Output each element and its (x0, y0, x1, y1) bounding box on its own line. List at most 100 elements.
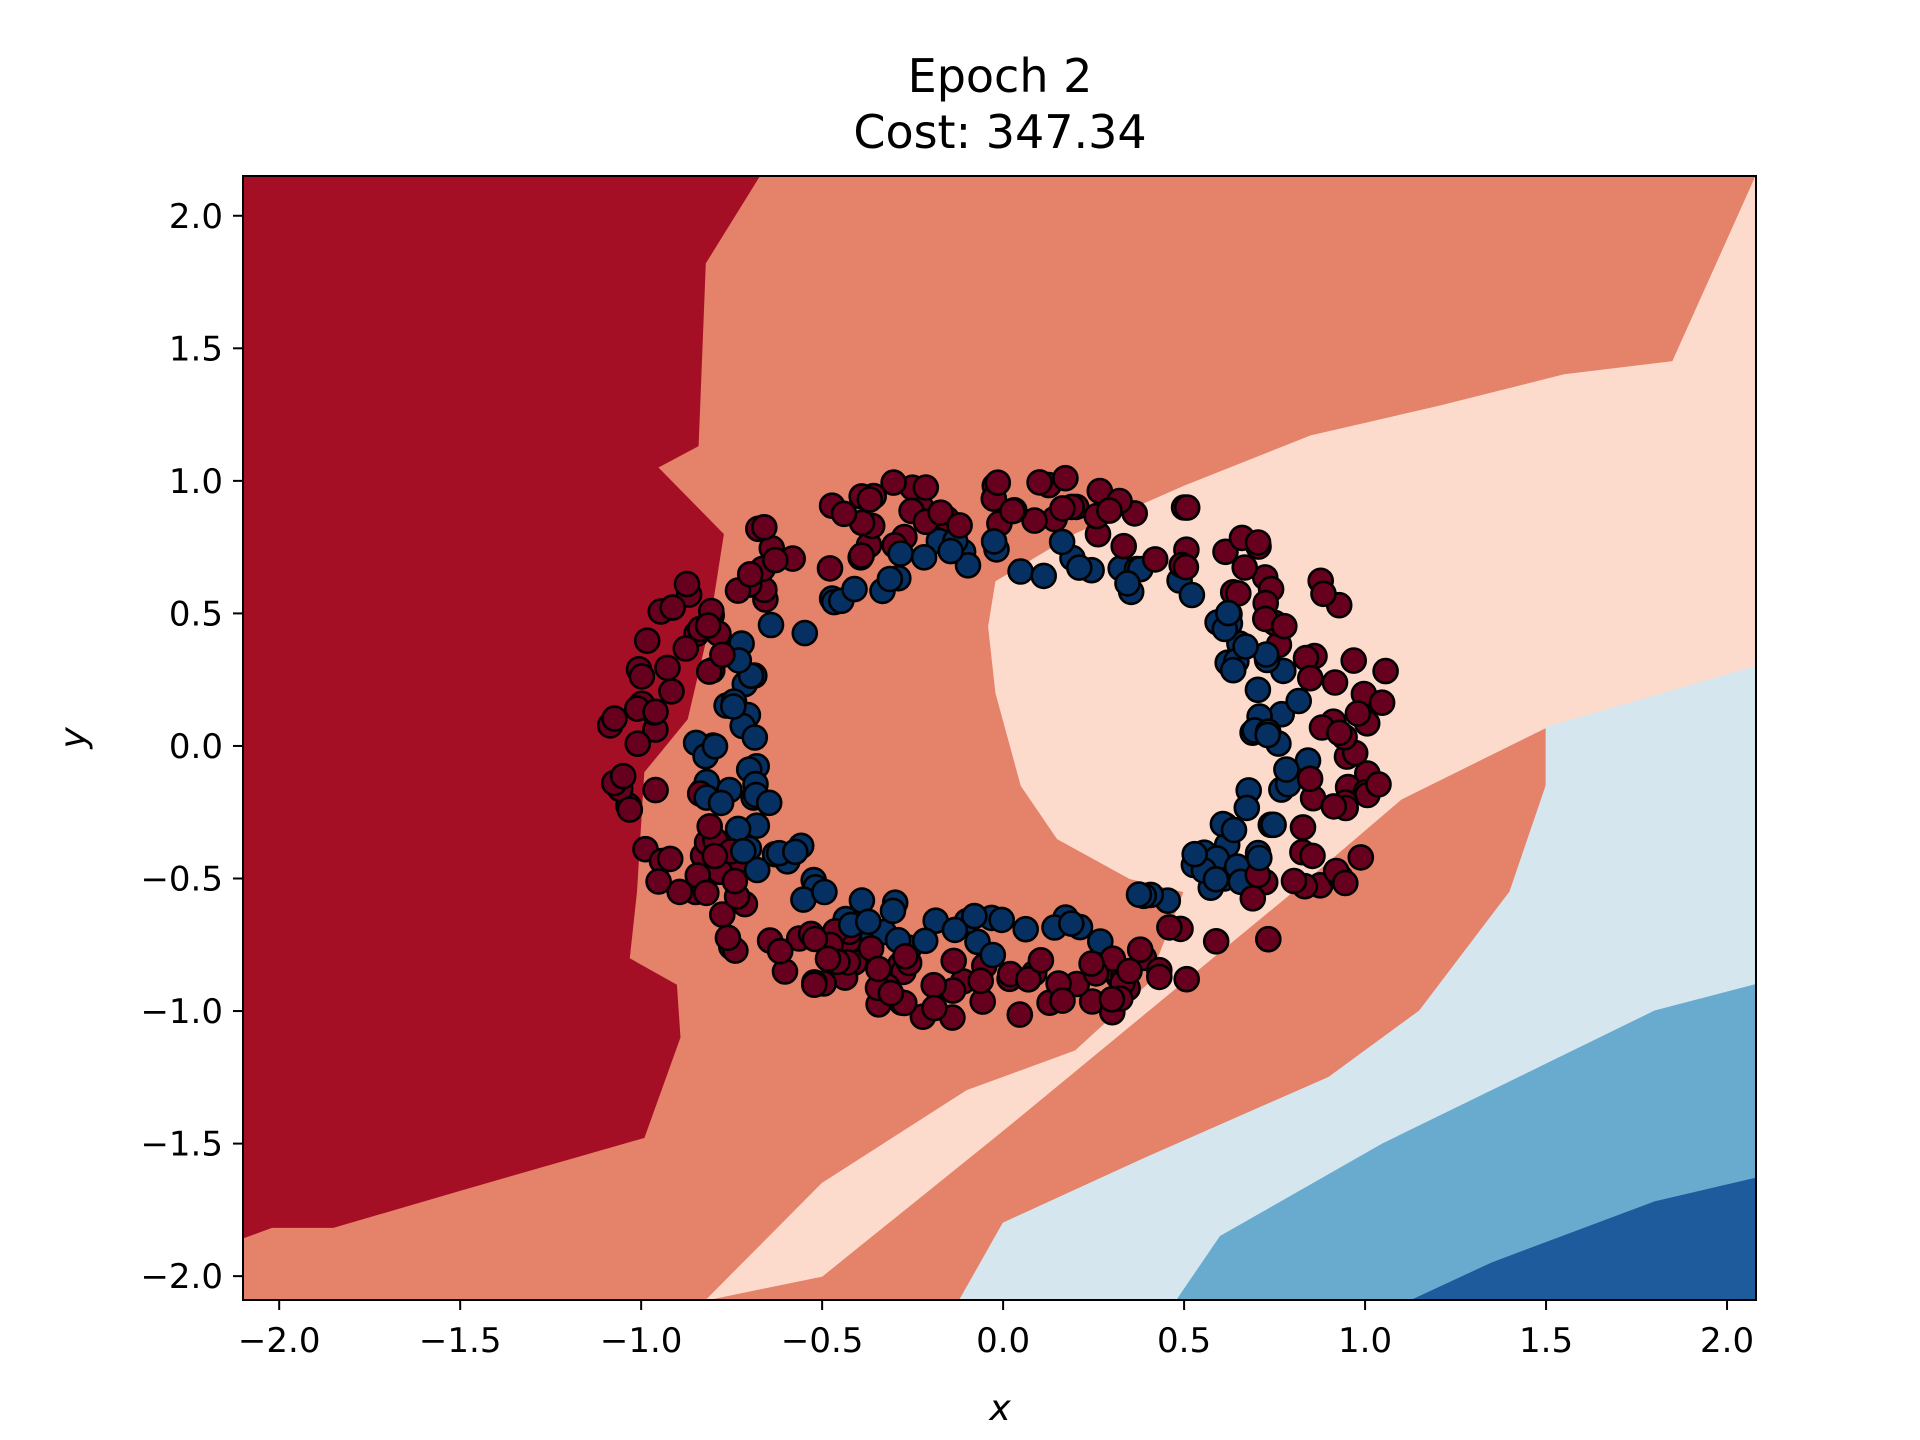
scatter-point-inner (1178, 581, 1206, 609)
x-axis: −2.0 −1.5 −1.0 −0.5 0.0 0.5 1.0 1.5 2.0 (238, 1300, 1754, 1361)
y-tick-label: 2.0 (169, 197, 223, 237)
scatter-point-outer (814, 945, 842, 973)
scatter-point-outer (1049, 495, 1076, 522)
scatter-point-inner (707, 789, 735, 817)
region-level-6 (1411, 1177, 1756, 1300)
scatter-point-inner (879, 897, 907, 925)
scatter-point-outer (761, 546, 789, 574)
scatter-point-outer (1156, 914, 1183, 941)
x-tick-label: 0.0 (976, 1321, 1030, 1361)
scatter-point-inner (910, 543, 938, 571)
scatter-point-outer (1297, 664, 1324, 692)
scatter-point-outer (1098, 985, 1126, 1013)
scatter-point-outer (1231, 554, 1258, 581)
scatter-point-outer (1344, 700, 1372, 727)
y-tick-label: −1.0 (140, 992, 223, 1032)
scatter-point-inner (1220, 816, 1248, 844)
scatter-point-outer (709, 641, 736, 669)
scatter-point-outer (877, 979, 905, 1007)
scatter-point-outer (1027, 946, 1055, 974)
x-tick-label: −1.5 (419, 1321, 502, 1361)
scatter-point-outer (654, 654, 681, 682)
scatter-point-outer (865, 955, 892, 983)
scatter-point-inner (1254, 721, 1281, 749)
y-tick-label: 1.5 (169, 329, 223, 369)
scatter-point-outer (1271, 612, 1298, 640)
scatter-points (596, 464, 1399, 1031)
scatter-point-outer (1332, 869, 1359, 897)
scatter-point-outer (946, 512, 973, 539)
scatter-point-outer (1096, 497, 1123, 524)
scatter-point-outer (736, 560, 764, 588)
scatter-point-inner (980, 528, 1008, 555)
x-tick-label: 0.5 (1157, 1321, 1211, 1361)
scatter-point-outer (1146, 963, 1173, 991)
scatter-point-outer (830, 500, 858, 528)
scatter-point-outer (656, 845, 684, 873)
scatter-point-outer (628, 663, 656, 690)
scatter-point-inner (1030, 562, 1057, 590)
scatter-point-outer (696, 813, 724, 840)
scatter-point-inner (719, 693, 747, 720)
scatter-point-inner (954, 551, 982, 579)
scatter-point-inner (781, 838, 809, 866)
scatter-point-inner (841, 575, 868, 603)
scatter-point-outer (1110, 532, 1137, 560)
scatter-point-outer (801, 925, 829, 953)
scatter-point-inner (887, 540, 915, 567)
y-tick-label: −1.5 (140, 1125, 223, 1165)
scatter-point-outer (666, 878, 694, 906)
scatter-point-outer (999, 497, 1026, 525)
scatter-point-outer (1365, 771, 1392, 798)
scatter-point-inner (937, 537, 965, 565)
scatter-point-inner (1058, 910, 1085, 937)
scatter-point-outer (1299, 842, 1326, 870)
scatter-point-outer (750, 513, 778, 541)
scatter-point-outer (1052, 464, 1079, 492)
scatter-point-outer (1006, 1001, 1034, 1028)
scatter-point-inner (1066, 554, 1093, 581)
scatter-point-outer (1141, 546, 1169, 573)
scatter-point-inner (911, 927, 939, 955)
scatter-point-outer (1049, 987, 1076, 1014)
x-tick-label: −2.0 (238, 1321, 321, 1361)
x-tick-label: 1.0 (1338, 1321, 1392, 1361)
scatter-point-inner (1114, 570, 1141, 597)
y-axis: −2.0 −1.5 −1.0 −0.5 0.0 0.5 1.0 1.5 2.0 (140, 197, 243, 1297)
scatter-point-inner (979, 941, 1007, 969)
scatter-point-outer (1347, 844, 1375, 871)
scatter-point-outer (1172, 553, 1200, 581)
scatter-point-outer (921, 994, 948, 1022)
scatter-point-outer (1289, 814, 1317, 841)
scatter-point-outer (624, 730, 652, 758)
scatter-point-outer (1126, 936, 1154, 964)
scatter-point-inner (1244, 676, 1272, 704)
scatter-point-outer (721, 867, 749, 895)
y-tick-label: 1.0 (169, 462, 223, 502)
scatter-point-outer (1255, 925, 1282, 953)
scatter-point-inner (701, 732, 729, 760)
scatter-point-outer (658, 678, 685, 705)
chart-title: Epoch 2 (908, 49, 1093, 103)
scatter-point-inner (755, 789, 783, 817)
x-tick-label: 1.5 (1519, 1321, 1573, 1361)
chart-subtitle: Cost: 347.34 (853, 105, 1146, 159)
x-tick-label: −1.0 (600, 1321, 683, 1361)
scatter-point-outer (920, 971, 948, 999)
scatter-point-inner (1202, 865, 1230, 893)
scatter-point-inner (854, 908, 882, 936)
scatter-point-inner (757, 611, 785, 639)
scatter-point-outer (766, 937, 794, 965)
scatter-point-inner (941, 916, 969, 944)
scatter-point-inner (1246, 844, 1273, 872)
scatter-point-inner (1215, 599, 1242, 627)
scatter-point-outer (1202, 927, 1230, 955)
scatter-point-inner (1260, 811, 1287, 839)
scatter-point-outer (967, 967, 995, 995)
x-axis-label: x (988, 1388, 1011, 1429)
scatter-point-outer (880, 469, 907, 496)
scatter-point-outer (1244, 529, 1272, 556)
scatter-point-outer (856, 486, 884, 513)
decision-regions (243, 176, 1756, 1300)
scatter-point-outer (1173, 494, 1201, 521)
